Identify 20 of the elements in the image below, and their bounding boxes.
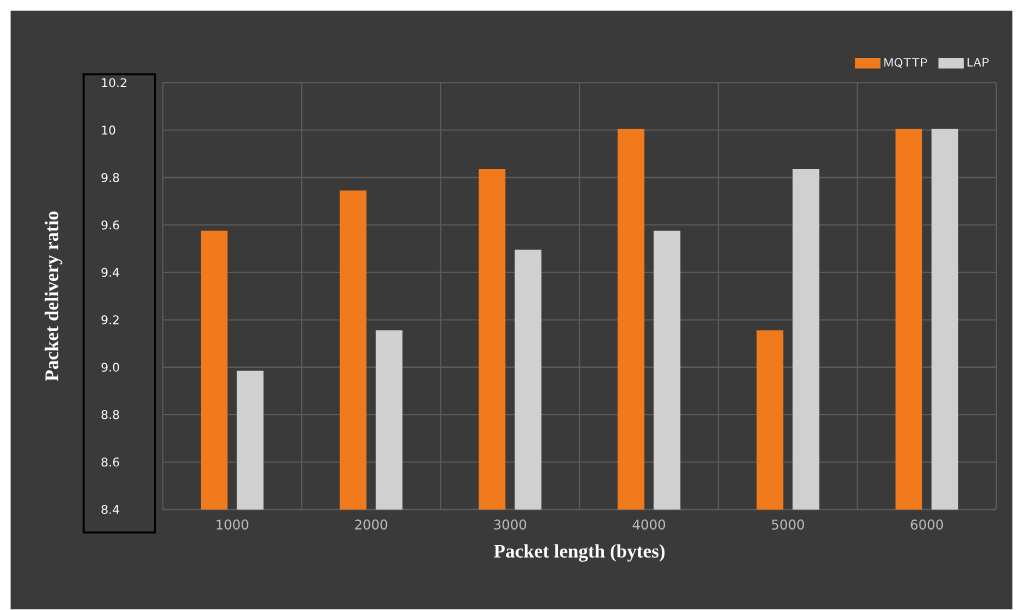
x-tick-label: 3000 [494, 519, 527, 530]
x-axis-title: Packet length (bytes) [493, 544, 665, 562]
legend-label: MQTTP [884, 58, 928, 69]
y-tick-label: 8.6 [101, 457, 120, 467]
y-tick-label: 8.4 [101, 505, 120, 515]
x-tick-label: 6000 [910, 519, 943, 530]
y-tick-label: 9.0 [101, 362, 120, 372]
y-tick-label: 9.2 [101, 315, 119, 325]
x-tick-label: 4000 [632, 519, 666, 530]
y-tick-label: 10 [102, 125, 116, 135]
y-tick-label: 8.8 [101, 410, 120, 420]
x-tick-label: 1000 [216, 519, 249, 530]
legend-label: LAP [967, 58, 989, 67]
y-axis-title: Packet delivery ratio [44, 211, 63, 382]
y-tick-label: 9.6 [101, 220, 120, 230]
x-tick-label: 2000 [355, 519, 388, 530]
x-tick-label: 5000 [771, 519, 805, 530]
y-tick-label: 9.8 [101, 173, 120, 183]
y-tick-label: 10.2 [102, 78, 127, 88]
y-tick-label: 9.4 [101, 268, 120, 278]
